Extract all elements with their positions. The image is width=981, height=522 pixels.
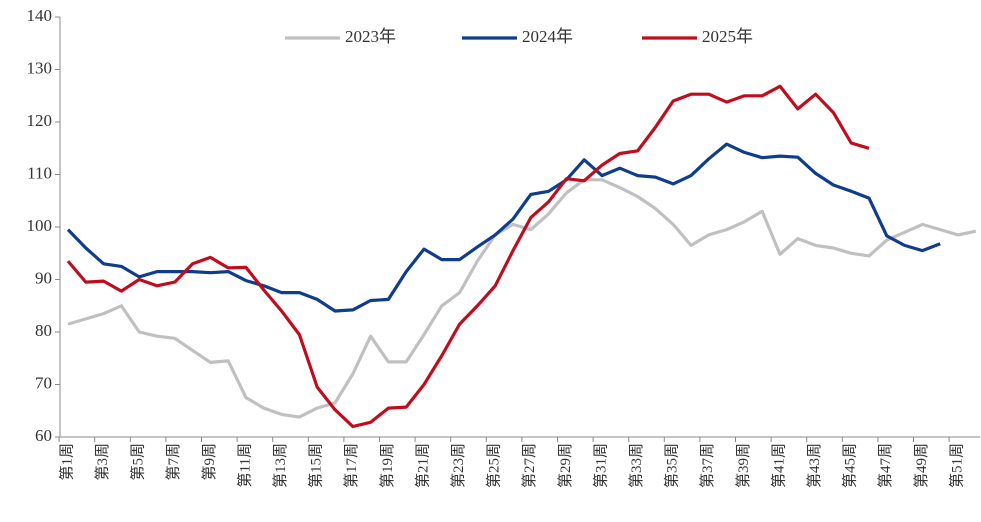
legend-label: 2024年 — [522, 27, 573, 46]
x-tick-label: 第33周 — [627, 443, 645, 488]
y-tick-label: 80 — [35, 321, 52, 340]
y-tick-label: 90 — [35, 268, 52, 287]
x-tick-label: 第31周 — [591, 443, 609, 488]
x-tick-label: 第15周 — [307, 443, 325, 488]
y-tick-label: 60 — [35, 426, 52, 445]
x-tick-label: 第13周 — [271, 443, 289, 488]
x-tick-label: 第23周 — [449, 443, 467, 488]
y-tick-label: 140 — [27, 6, 53, 25]
x-tick-label: 第7周 — [164, 443, 182, 481]
y-tick-label: 70 — [35, 373, 52, 392]
x-tick-label: 第37周 — [698, 443, 716, 488]
x-tick-label: 第27周 — [520, 443, 538, 488]
x-tick-label: 第47周 — [876, 443, 894, 488]
y-tick-label: 100 — [27, 216, 53, 235]
x-tick-label: 第29周 — [556, 443, 574, 488]
x-tick-label: 第25周 — [485, 443, 503, 488]
x-tick-label: 第41周 — [769, 443, 787, 488]
x-tick-label: 第5周 — [129, 443, 147, 481]
series-line — [66, 142, 941, 313]
y-tick-label: 110 — [27, 163, 52, 182]
x-tick-label: 第45周 — [841, 443, 859, 488]
x-tick-label: 第17周 — [342, 443, 360, 488]
x-tick-label: 第51周 — [947, 443, 965, 488]
x-tick-label: 第9周 — [200, 443, 218, 481]
x-tick-label: 第3周 — [93, 443, 111, 481]
y-tick-label: 130 — [27, 58, 53, 77]
x-tick-label: 第35周 — [663, 443, 681, 488]
x-tick-label: 第43周 — [805, 443, 823, 488]
y-tick-label: 120 — [27, 111, 53, 130]
legend-label: 2023年 — [345, 27, 396, 46]
x-tick-label: 第1周 — [57, 443, 75, 481]
x-tick-label: 第11周 — [235, 443, 253, 487]
x-tick-label: 第21周 — [413, 443, 431, 488]
series-line — [67, 178, 977, 419]
legend-label: 2025年 — [702, 27, 753, 46]
series-line — [66, 84, 870, 429]
x-tick-label: 第39周 — [734, 443, 752, 488]
x-tick-label: 第19周 — [378, 443, 396, 488]
x-tick-label: 第49周 — [912, 443, 930, 488]
